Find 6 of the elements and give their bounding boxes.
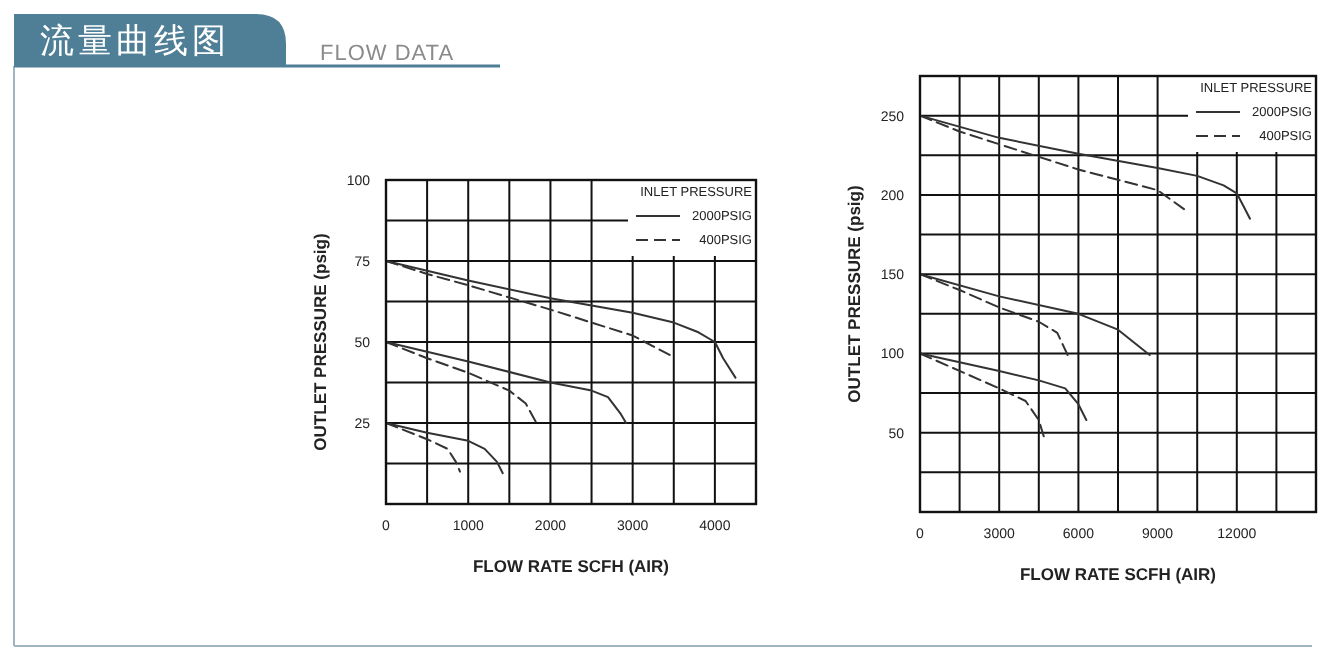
y-axis-title: OUTLET PRESSURE (psig)	[844, 185, 864, 403]
x-axis-title: FLOW RATE SCFH (AIR)	[1019, 564, 1217, 584]
x-axis-title: FLOW RATE SCFH (AIR)	[472, 556, 670, 576]
chart-subtitle: FLOW DATA	[320, 42, 455, 66]
y-axis-title: OUTLET PRESSURE (psig)	[310, 233, 330, 451]
chart-title: 流量曲线图	[40, 22, 230, 60]
